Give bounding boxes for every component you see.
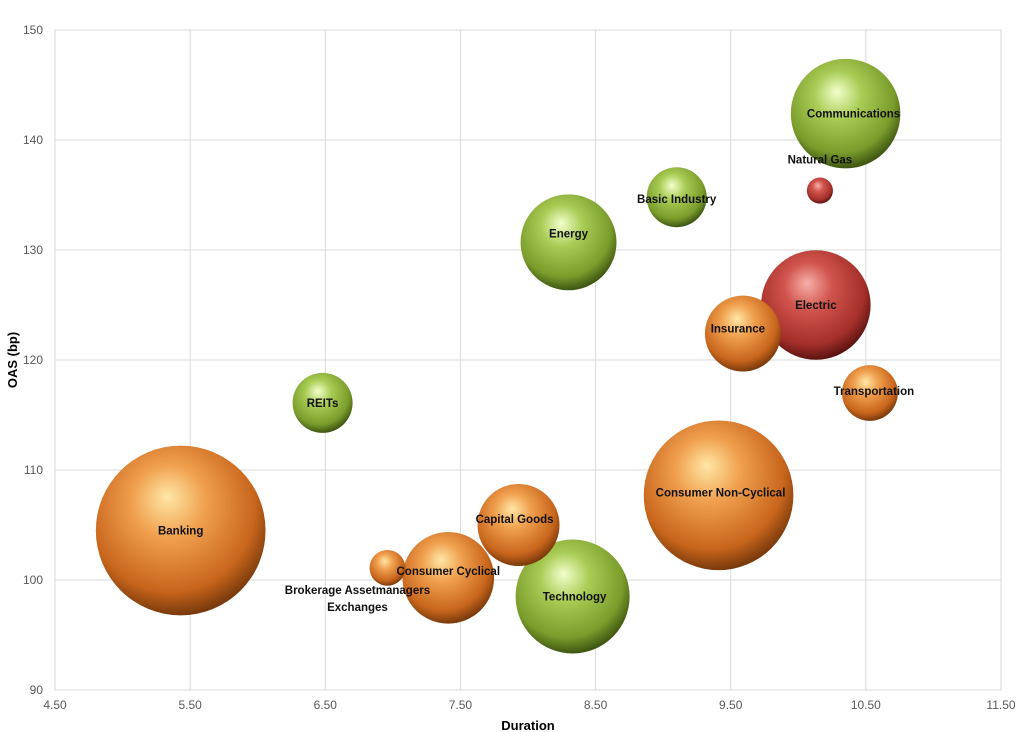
- bubble-labels: Banking Communications Natural Gas Basic In…: [158, 109, 914, 614]
- bubble-label: Insurance: [711, 324, 765, 336]
- bubble-label: Consumer Cyclical: [396, 566, 500, 578]
- bubble-label: Basic Industry: [637, 194, 717, 206]
- bubble-electric[interactable]: [761, 250, 871, 360]
- bubble-brokerage-assetmanagers-exchanges[interactable]: [369, 550, 406, 586]
- bubble-reits[interactable]: [292, 372, 353, 433]
- bubble-label: Energy: [549, 228, 589, 240]
- y-tick-label: 130: [23, 243, 43, 257]
- bubble-label: Technology: [543, 592, 607, 604]
- bubble-consumer-non-cyclical[interactable]: [643, 420, 794, 571]
- x-tick-label: 9.50: [719, 698, 743, 712]
- bubbles: [95, 58, 901, 654]
- bubble-label: Consumer Non-Cyclical: [656, 487, 786, 499]
- bubble-label: Transportation: [834, 386, 915, 398]
- x-tick-label: 6.50: [314, 698, 338, 712]
- bubble-capital-goods[interactable]: [477, 484, 560, 566]
- y-tick-label: 150: [23, 23, 43, 37]
- bubble-insurance[interactable]: [704, 295, 781, 372]
- x-axis-title: Duration: [501, 718, 555, 732]
- bubble-basic-industry[interactable]: [646, 167, 707, 228]
- y-tick-label: 100: [23, 573, 43, 587]
- bubble-label: Electric: [795, 300, 837, 312]
- bubble-natural-gas[interactable]: [806, 177, 833, 204]
- y-axis-title: OAS (bp): [5, 332, 20, 388]
- bubble-label: Capital Goods: [476, 514, 554, 526]
- bubble-label: Brokerage Assetmanagers Exchanges: [285, 585, 430, 614]
- y-axis-ticks: 90 100 110 120 130 140 150: [23, 23, 43, 697]
- bubble-label: Natural Gas: [788, 155, 853, 167]
- x-tick-label: 8.50: [584, 698, 608, 712]
- bubble-technology[interactable]: [515, 539, 630, 654]
- bubble-banking[interactable]: [95, 445, 266, 616]
- y-tick-label: 140: [23, 133, 43, 147]
- bubble-label: REITs: [307, 398, 339, 410]
- x-axis-ticks: 4.50 5.50 6.50 7.50 8.50 9.50 10.50 11.50: [43, 698, 1016, 712]
- y-tick-label: 110: [24, 463, 43, 477]
- bubble-communications[interactable]: [790, 58, 901, 169]
- x-tick-label: 4.50: [43, 698, 67, 712]
- bubble-consumer-cyclical[interactable]: [402, 531, 495, 624]
- bubble-label: Communications: [807, 109, 900, 121]
- bubble-label: Banking: [158, 526, 203, 538]
- x-tick-label: 5.50: [178, 698, 202, 712]
- x-tick-label: 11.50: [986, 698, 1015, 712]
- x-tick-label: 7.50: [449, 698, 473, 712]
- y-tick-label: 90: [30, 683, 44, 697]
- bubble-transportation[interactable]: [841, 365, 898, 421]
- bubble-energy[interactable]: [520, 194, 617, 291]
- y-tick-label: 120: [23, 353, 43, 367]
- x-tick-label: 10.50: [851, 698, 881, 712]
